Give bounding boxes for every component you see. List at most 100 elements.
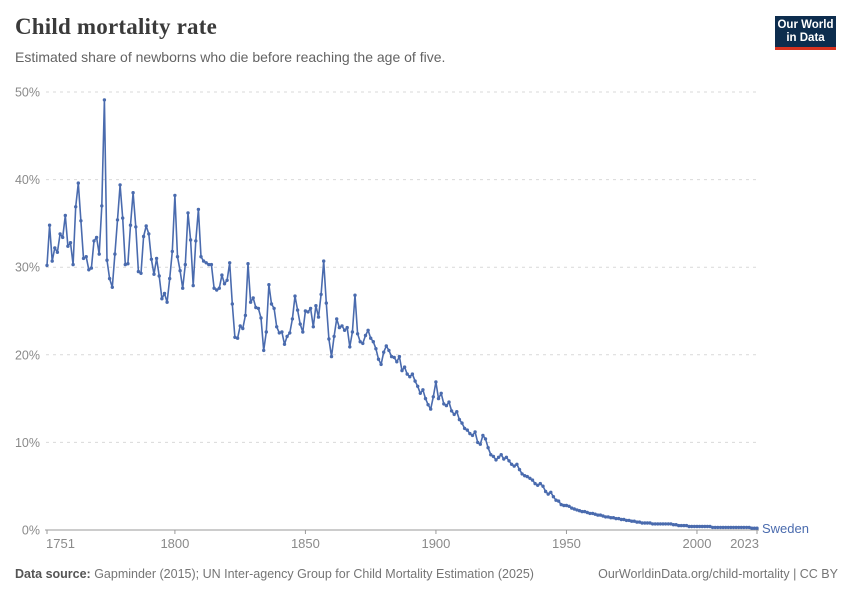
data-point[interactable] [76,181,81,185]
data-point[interactable] [350,330,355,334]
data-point[interactable] [295,308,300,312]
data-point[interactable] [528,476,532,480]
data-point[interactable] [327,337,331,341]
data-point[interactable] [87,268,91,272]
data-point[interactable] [230,302,234,306]
data-point[interactable] [429,407,433,411]
owid-logo[interactable]: Our World in Data [775,16,836,50]
data-point[interactable] [311,325,315,329]
data-point[interactable] [316,315,321,319]
data-point[interactable] [395,360,399,364]
data-point[interactable] [196,207,201,212]
data-point[interactable] [593,512,597,516]
data-point[interactable] [496,455,501,459]
data-point[interactable] [533,481,537,486]
data-point[interactable] [476,440,480,445]
data-point[interactable] [494,458,498,462]
data-point[interactable] [580,509,584,514]
data-point[interactable] [426,403,430,407]
data-point[interactable] [700,524,704,529]
data-point[interactable] [89,266,94,270]
data-point[interactable] [637,520,642,524]
data-point[interactable] [371,340,375,344]
data-point[interactable] [241,326,245,331]
data-point[interactable] [436,396,441,401]
data-point[interactable] [123,262,128,267]
data-point[interactable] [596,513,600,517]
data-point[interactable] [575,508,579,512]
data-point[interactable] [53,246,57,250]
data-point[interactable] [277,331,281,335]
data-point[interactable] [669,522,673,526]
data-point[interactable] [585,510,589,515]
data-point[interactable] [290,317,295,321]
data-point[interactable] [97,252,101,256]
data-point[interactable] [288,331,292,335]
data-point[interactable] [58,232,62,236]
data-point[interactable] [308,306,313,311]
data-point[interactable] [460,421,464,425]
data-point[interactable] [363,333,368,338]
data-point[interactable] [194,239,198,243]
data-point[interactable] [314,304,318,308]
data-point[interactable] [423,396,428,401]
data-point[interactable] [186,211,190,215]
data-point[interactable] [583,509,587,514]
data-point[interactable] [63,213,67,218]
data-point[interactable] [737,525,741,530]
owid-url-text[interactable]: OurWorldinData.org/child-mortality | CC … [598,567,838,581]
data-point[interactable] [716,525,720,530]
data-point[interactable] [369,336,373,340]
data-point[interactable] [434,380,438,384]
data-point[interactable] [387,348,391,353]
data-point[interactable] [734,525,738,530]
data-point[interactable] [222,282,227,286]
data-point[interactable] [457,417,462,422]
data-point[interactable] [209,262,214,267]
data-point[interactable] [536,483,540,487]
data-point[interactable] [74,205,78,209]
data-point[interactable] [397,354,402,359]
data-point[interactable] [66,244,70,248]
data-point[interactable] [650,522,655,526]
data-point[interactable] [588,511,592,516]
data-point[interactable] [110,285,115,289]
data-point[interactable] [671,523,676,527]
data-point[interactable] [355,332,360,336]
data-point[interactable] [259,316,263,320]
data-point[interactable] [632,519,636,523]
data-point[interactable] [677,523,681,528]
data-point[interactable] [410,372,415,376]
data-point[interactable] [697,524,702,529]
data-point[interactable] [162,291,167,296]
data-point[interactable] [465,428,469,432]
data-point[interactable] [61,235,65,240]
data-point[interactable] [549,490,553,494]
data-point[interactable] [473,430,477,434]
data-point[interactable] [504,455,509,459]
data-point[interactable] [262,348,266,353]
data-point[interactable] [94,235,99,240]
data-point[interactable] [653,522,657,526]
data-point[interactable] [238,324,242,328]
data-point[interactable] [379,362,383,367]
data-point[interactable] [105,258,109,262]
data-point[interactable] [559,502,563,507]
data-point[interactable] [598,513,603,517]
data-point[interactable] [233,335,237,339]
data-point[interactable] [47,223,52,227]
data-point[interactable] [121,216,125,220]
data-point[interactable] [353,293,357,297]
data-point[interactable] [280,330,284,334]
data-point[interactable] [687,524,691,529]
data-point[interactable] [45,263,49,268]
data-point[interactable] [165,300,169,304]
data-point[interactable] [84,255,88,259]
data-point[interactable] [747,525,751,530]
data-point[interactable] [489,453,493,457]
data-point[interactable] [322,259,326,263]
data-point[interactable] [674,523,678,527]
data-point[interactable] [102,98,107,102]
data-point[interactable] [755,526,759,530]
data-point[interactable] [400,368,404,373]
